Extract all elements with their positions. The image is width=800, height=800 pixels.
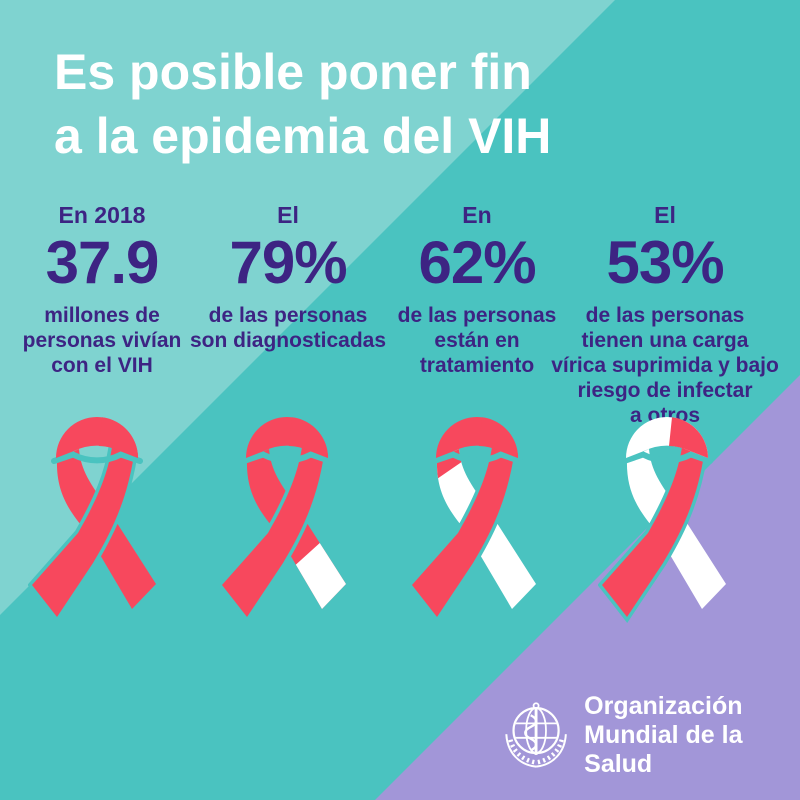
awareness-ribbon-53: [598, 416, 726, 623]
awareness-ribbon-62: [408, 416, 536, 623]
who-emblem-icon: [505, 701, 567, 768]
who-org-name: Organización Mundial de la Salud: [584, 692, 800, 779]
stat-viral-suppression: El 53% de las personas tienen una carga …: [540, 202, 790, 428]
stat-diagnosed: El 79% de las personas son diagnosticada…: [188, 202, 388, 353]
stat-kicker: El: [654, 202, 676, 228]
stat-kicker: El: [277, 202, 299, 228]
stat-label: millones de personas vivían con el VIH: [22, 304, 182, 377]
stat-in-treatment: En 62% de las personas están en tratamie…: [382, 202, 572, 378]
stat-people-living-with-hiv: En 2018 37.9 millones de personas vivían…: [7, 202, 197, 378]
stat-value: 62%: [418, 229, 536, 296]
page-title-line1: Es posible poner fin: [54, 44, 532, 100]
who-org-name-line2: Mundial de la Salud: [584, 721, 743, 778]
page-title-line2: a la epidemia del VIH: [54, 108, 552, 164]
awareness-ribbon-79: [218, 416, 346, 623]
stat-kicker: En: [462, 202, 492, 228]
stat-kicker: En 2018: [58, 202, 146, 228]
stat-label: de las personas están en tratamiento: [397, 304, 557, 377]
stat-value: 37.9: [45, 229, 160, 296]
stat-value: 79%: [229, 229, 347, 296]
stat-label: de las personas son diagnosticadas: [189, 304, 387, 352]
who-logo-lockup: Organización Mundial de la Salud: [500, 692, 800, 779]
who-org-name-line1: Organización: [584, 692, 743, 720]
stat-value: 53%: [606, 229, 724, 296]
awareness-ribbon-full: [28, 416, 156, 623]
stat-label: de las personas tienen una carga vírica …: [551, 304, 779, 427]
page-title: Es posible poner fin a la epidemia del V…: [54, 40, 551, 168]
